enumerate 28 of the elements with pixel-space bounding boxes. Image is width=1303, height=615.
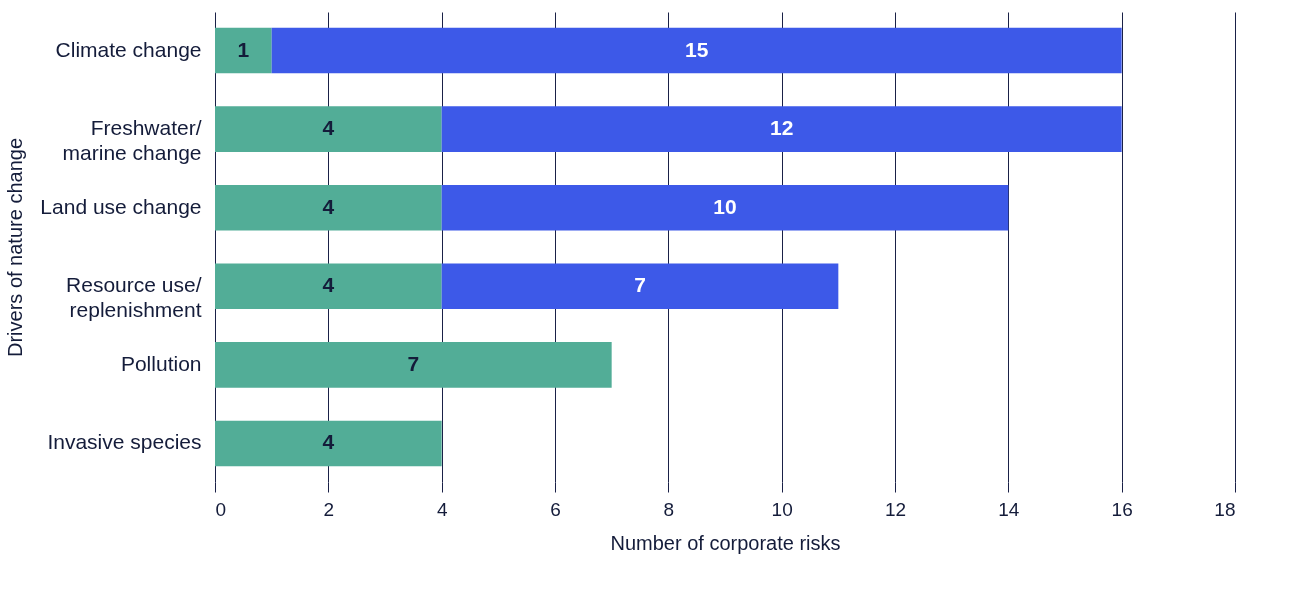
x-tick-label: 14 [998, 498, 1020, 520]
x-tick-label: 16 [1111, 498, 1133, 520]
data-label: 4 [322, 273, 335, 297]
data-label: 7 [634, 273, 646, 297]
y-tick-label: Invasive species [47, 430, 202, 454]
data-label: 4 [322, 116, 335, 140]
x-tick-label: 4 [436, 498, 448, 520]
data-label: 10 [713, 194, 737, 218]
x-tick-label: 8 [663, 498, 675, 520]
x-tick-label: 2 [323, 498, 335, 520]
y-axis-title: Drivers of nature change [4, 137, 27, 358]
y-tick-label: Pollution [120, 351, 202, 375]
data-label: 4 [322, 430, 335, 454]
y-tick-label: Freshwater/ marine change [62, 116, 202, 165]
y-tick-label: Climate change [55, 37, 202, 61]
data-label: 1 [237, 37, 250, 61]
data-label: 12 [769, 116, 794, 140]
x-tick-label: 6 [550, 498, 561, 520]
x-tick-label: 12 [884, 498, 907, 520]
x-tick-label: 10 [771, 498, 793, 520]
data-label: 7 [407, 351, 420, 375]
y-tick-label: Resource use/ replenishment [66, 273, 202, 322]
x-tick-label: 0 [215, 498, 227, 520]
data-label: 4 [322, 194, 335, 218]
x-axis-title: Number of corporate risks [610, 531, 841, 554]
x-tick-label: 18 [1214, 498, 1236, 520]
data-label: 15 [684, 37, 709, 61]
y-tick-label: Land use change [40, 194, 202, 218]
